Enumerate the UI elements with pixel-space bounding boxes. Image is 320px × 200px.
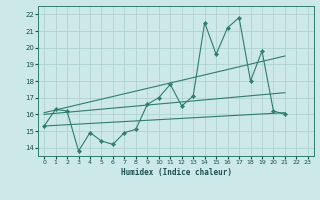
- X-axis label: Humidex (Indice chaleur): Humidex (Indice chaleur): [121, 168, 231, 177]
